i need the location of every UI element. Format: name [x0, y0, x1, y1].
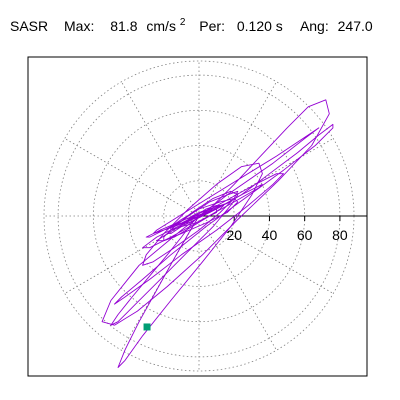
radial-tick-label-80: 80 [332, 227, 348, 243]
per-value: 0.120 s [237, 18, 283, 34]
radial-axis: 20 40 60 80 [199, 215, 367, 243]
grid-spoke-150 [64, 138, 200, 217]
radial-tick-label-20: 20 [226, 227, 242, 243]
max-value: 81.8 [110, 18, 137, 34]
grid-spoke-30 [198, 138, 334, 217]
end-point-marker [143, 323, 151, 331]
per-label: Per: [199, 18, 225, 34]
station-code: SASR [10, 18, 48, 34]
end-point-marker-group [143, 323, 151, 331]
ang-value: 247.0 [338, 18, 373, 34]
radial-tick-label-40: 40 [262, 227, 278, 243]
grid-spoke-330 [198, 215, 334, 294]
max-label: Max: [64, 18, 94, 34]
radial-tick-label-60: 60 [297, 227, 313, 243]
max-unit-exponent: 2 [180, 17, 186, 28]
grid-spoke-300 [198, 215, 277, 351]
svg-text:SASR Max: 81.8 cm/: SASR Max: 81.8 cm/s 2 Per: 0.120 s Ang: … [10, 12, 373, 34]
grid-spoke-60 [198, 81, 277, 217]
ang-label: Ang: [300, 18, 329, 34]
grid-spoke-120 [121, 81, 200, 217]
trace-series-4 [110, 190, 239, 326]
grid-spoke-210 [64, 215, 200, 294]
header: SASR Max: 81.8 cm/s 2 Per: 0.120 s Ang: … [10, 12, 373, 34]
max-unit: cm/s [146, 18, 176, 34]
